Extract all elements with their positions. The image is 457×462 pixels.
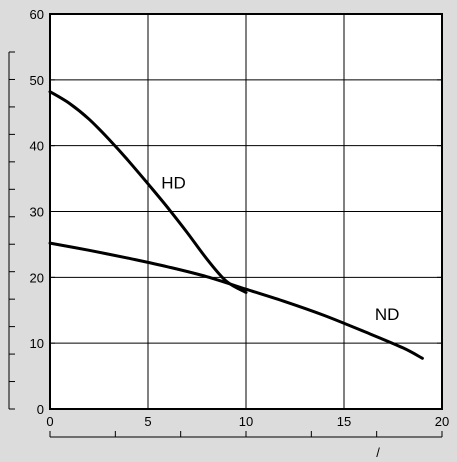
x-axis: 0 5 10 15 20 — [46, 14, 449, 429]
series-label-hd: HD — [161, 173, 186, 192]
y-tick-label: 40 — [30, 139, 44, 154]
y-axis: 0 10 20 30 40 50 60 — [30, 7, 442, 417]
series-line-nd — [48, 241, 424, 360]
y-tick-label: 0 — [37, 402, 44, 417]
series-line-hd — [48, 90, 248, 294]
x-tick-label: 20 — [435, 414, 449, 429]
x-tick-label: 5 — [144, 414, 151, 429]
x-tick-label: 15 — [337, 414, 351, 429]
bottom-auxiliary-scale — [49, 431, 443, 438]
y-tick-label: 10 — [30, 336, 44, 351]
series-labels: HD ND — [161, 173, 399, 324]
x-tick-label: 10 — [239, 414, 253, 429]
y-tick-label: 60 — [30, 7, 44, 22]
y-tick-label: 20 — [30, 270, 44, 285]
x-axis-label: / — [376, 445, 380, 460]
y-tick-label: 30 — [30, 205, 44, 220]
series-label-nd: ND — [375, 305, 400, 324]
y-tick-label: 50 — [30, 73, 44, 88]
series-lines — [48, 90, 424, 360]
x-tick-label: 0 — [46, 414, 53, 429]
left-auxiliary-scale — [8, 51, 15, 410]
grid — [50, 14, 442, 409]
